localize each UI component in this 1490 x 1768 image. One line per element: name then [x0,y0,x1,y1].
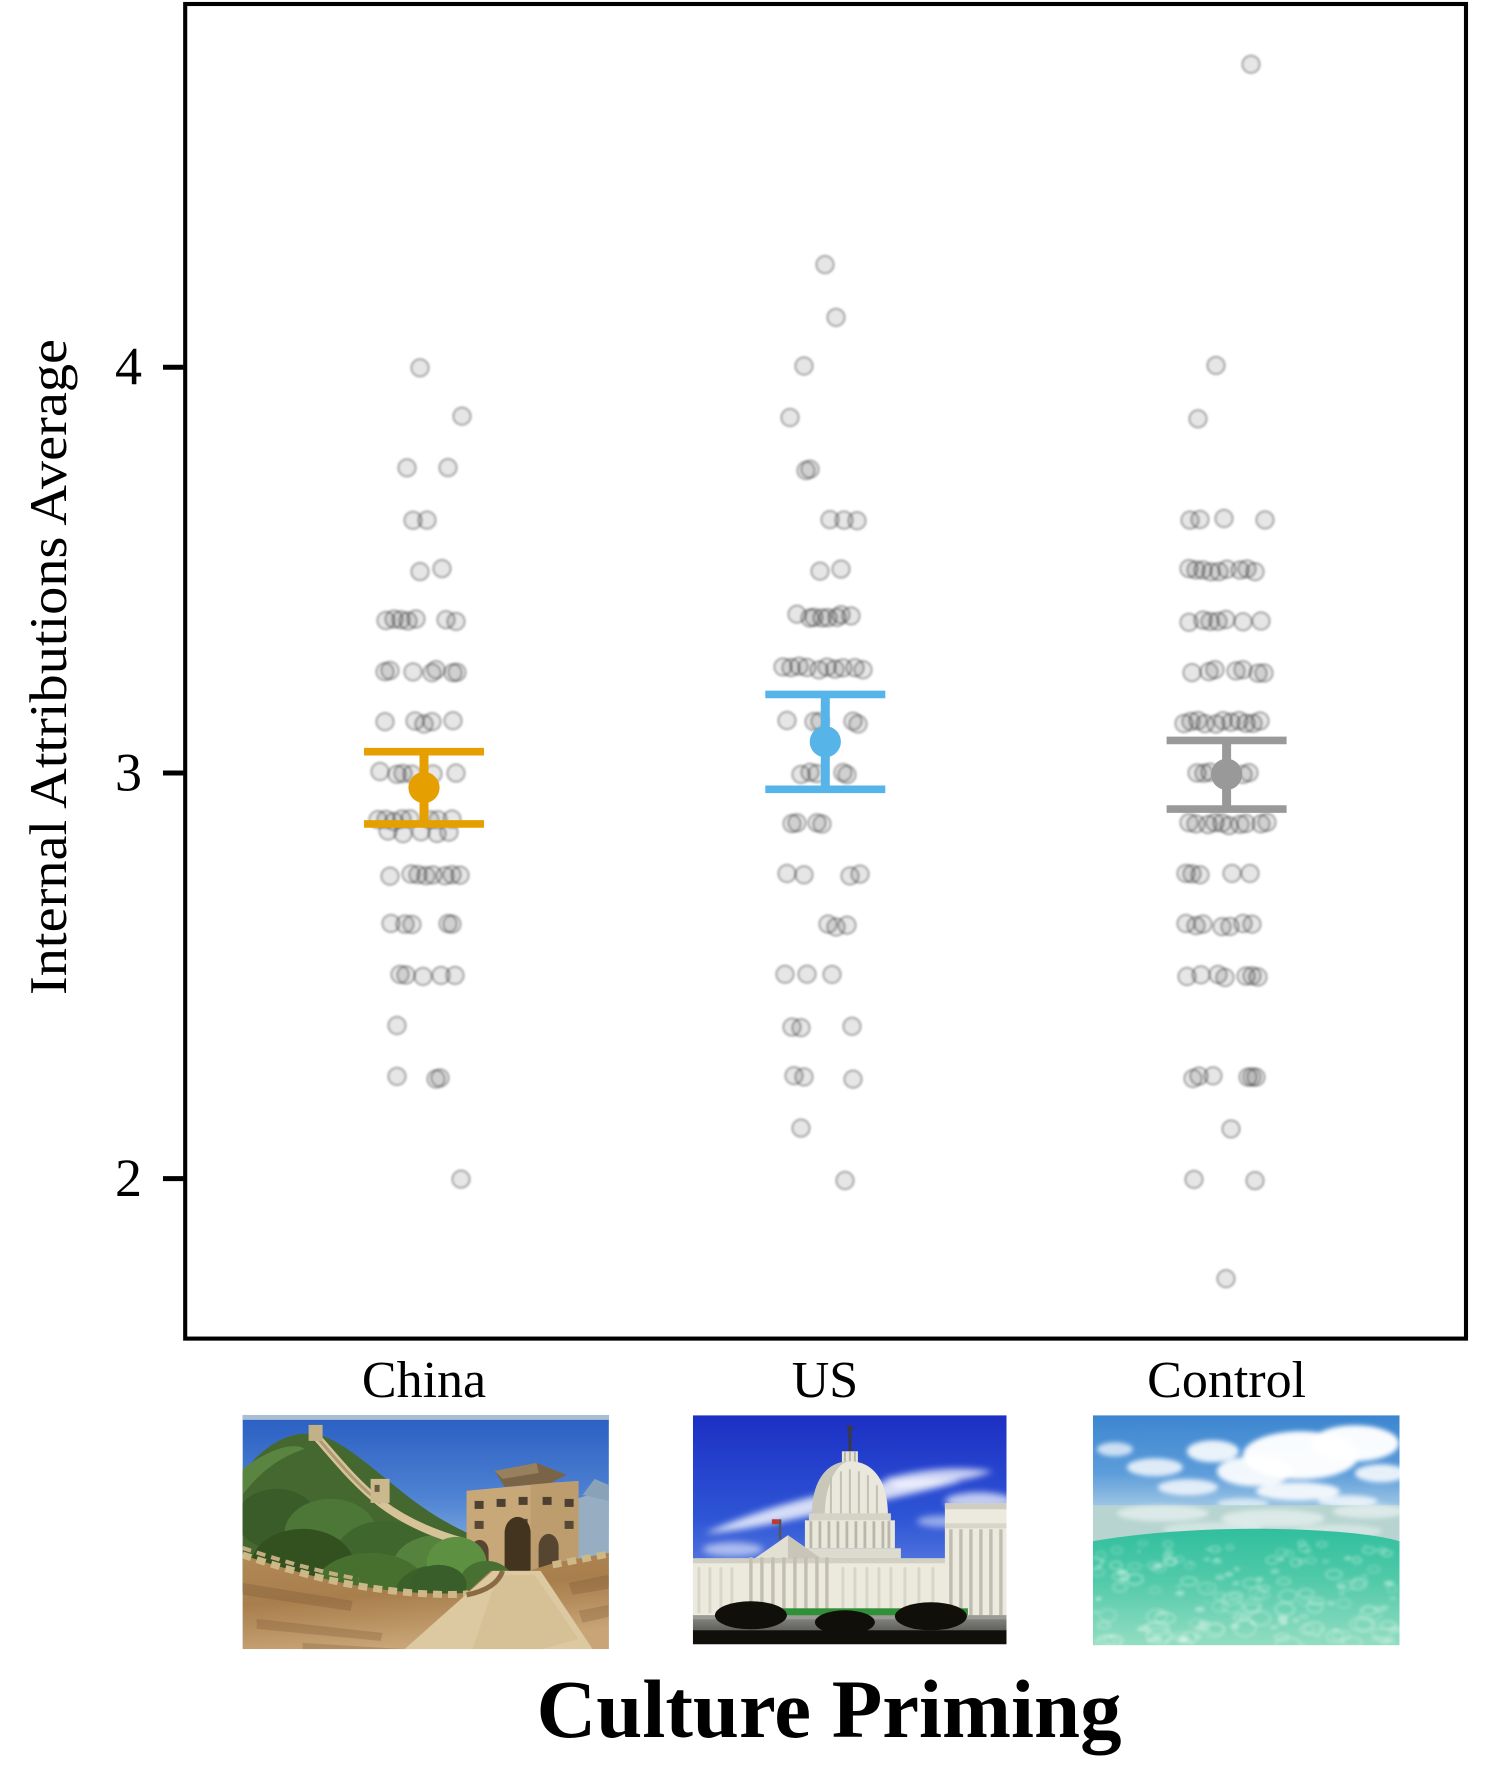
svg-text:Control: Control [1147,1352,1306,1409]
svg-text:Internal Attributions Average: Internal Attributions Average [20,339,78,995]
svg-text:Culture Priming: Culture Priming [537,1663,1122,1755]
svg-text:US: US [792,1352,858,1409]
svg-text:China: China [362,1352,486,1409]
svg-text:4: 4 [115,337,142,397]
svg-text:3: 3 [115,742,142,802]
svg-text:2: 2 [115,1148,142,1208]
